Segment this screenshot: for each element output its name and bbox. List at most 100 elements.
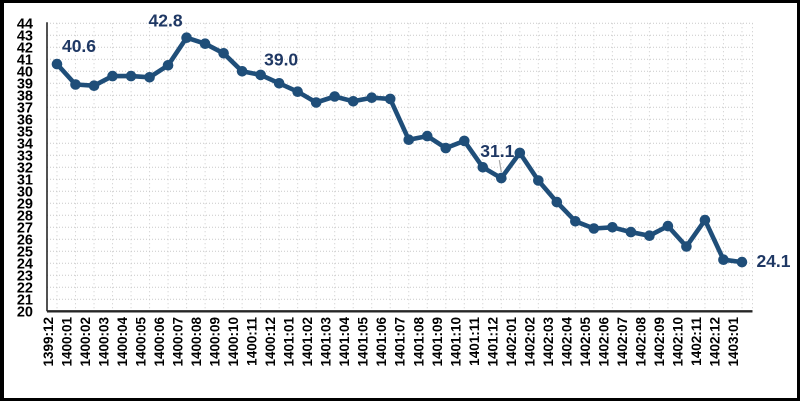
x-axis-tick-label: 1402:10 xyxy=(670,317,685,367)
data-point-marker xyxy=(144,72,155,83)
x-axis-tick-label: 1403:01 xyxy=(726,317,741,367)
data-label-leader-line xyxy=(498,160,502,173)
data-point-marker xyxy=(440,142,452,154)
x-axis-tick-label: 1400:01 xyxy=(60,317,75,367)
data-point-marker xyxy=(347,96,359,107)
data-point-marker xyxy=(292,86,303,97)
x-axis-tick-label: 1402:05 xyxy=(578,317,593,367)
x-axis-tick-label: 1402:02 xyxy=(522,317,537,367)
y-axis-tick-label: 40 xyxy=(17,64,33,80)
y-axis-tick-label: 27 xyxy=(17,220,33,236)
y-axis-tick-label: 34 xyxy=(17,136,33,152)
data-label: 39.0 xyxy=(264,49,298,69)
x-axis-tick-label: 1400:03 xyxy=(97,317,112,367)
x-axis-tick-label: 1400:07 xyxy=(171,317,186,367)
x-axis-tick-label: 1401:02 xyxy=(300,317,315,367)
y-axis-tick-label: 25 xyxy=(17,244,33,260)
data-point-marker xyxy=(51,58,63,70)
x-axis-tick-label: 1401:08 xyxy=(411,317,426,367)
y-axis-tick-label: 29 xyxy=(17,196,33,212)
line-chart-svg: 4443424140393837363534333231302928272625… xyxy=(17,11,791,367)
x-axis-tick-label: 1401:01 xyxy=(282,317,297,367)
y-axis-tick-label: 24 xyxy=(17,256,33,272)
y-axis-tick-label: 23 xyxy=(17,268,33,284)
x-axis-tick-label: 1402:07 xyxy=(615,317,630,367)
data-point-marker xyxy=(162,60,174,71)
y-axis-tick-label: 41 xyxy=(17,52,33,68)
y-axis-tick-label: 32 xyxy=(17,160,33,176)
x-axis-tick-label: 1402:04 xyxy=(559,317,574,367)
y-axis-tick-label: 31 xyxy=(17,172,33,188)
data-point-marker xyxy=(403,134,415,145)
x-axis-tick-label: 1401:11 xyxy=(467,317,482,366)
data-point-marker xyxy=(496,172,507,184)
x-axis-tick-label: 1401:04 xyxy=(337,317,352,367)
x-axis-tick-label: 1402:08 xyxy=(633,317,648,367)
y-axis-tick-label: 43 xyxy=(17,28,33,44)
x-axis-tick-label: 1401:06 xyxy=(374,317,389,367)
data-point-marker xyxy=(514,147,526,159)
x-axis-tick-label: 1400:04 xyxy=(115,317,130,367)
x-axis-tick-label: 1401:10 xyxy=(448,317,463,367)
data-point-marker xyxy=(607,222,618,233)
data-point-marker xyxy=(477,162,489,173)
data-point-marker xyxy=(236,66,248,77)
x-axis-tick-label: 1402:09 xyxy=(652,317,667,367)
x-axis-tick-label: 1401:05 xyxy=(356,317,371,367)
x-axis-tick-label: 1402:01 xyxy=(504,317,519,367)
y-axis-tick-label: 42 xyxy=(17,40,33,56)
y-axis-tick-label: 30 xyxy=(17,184,33,200)
x-axis-tick-label: 1402:03 xyxy=(541,317,556,367)
y-axis-tick-label: 21 xyxy=(17,292,33,308)
y-axis-tick-label: 38 xyxy=(17,88,33,104)
data-point-marker xyxy=(125,70,137,82)
x-axis-tick-label: 1400:09 xyxy=(208,317,223,367)
y-axis-tick-label: 28 xyxy=(17,208,33,224)
data-point-marker xyxy=(625,226,637,238)
y-axis-tick-label: 39 xyxy=(17,76,33,92)
x-axis-tick-label: 1400:11 xyxy=(245,317,260,366)
data-point-marker xyxy=(570,216,581,227)
x-axis-tick-label: 1400:02 xyxy=(78,317,93,367)
x-axis-tick-label: 1400:05 xyxy=(134,317,149,367)
x-axis-tick-label: 1400:12 xyxy=(263,317,278,367)
y-axis-tick-label: 33 xyxy=(17,148,33,164)
x-axis-tick-label: 1402:11 xyxy=(689,317,704,366)
data-point-marker xyxy=(329,91,340,102)
data-point-marker xyxy=(199,38,211,49)
y-axis-tick-label: 36 xyxy=(17,112,33,128)
data-point-marker xyxy=(70,79,81,90)
data-point-marker xyxy=(699,214,711,226)
data-point-marker xyxy=(107,70,118,82)
x-axis-tick-label: 1401:03 xyxy=(319,317,334,367)
data-point-marker xyxy=(421,130,433,142)
data-point-marker xyxy=(181,32,192,43)
x-axis-tick-label: 1400:06 xyxy=(152,317,167,367)
x-axis-tick-label: 1401:09 xyxy=(430,317,445,367)
data-label: 40.6 xyxy=(62,36,96,56)
data-point-marker xyxy=(218,48,229,59)
y-axis-tick-label: 44 xyxy=(17,16,33,32)
x-axis-tick-label: 1402:06 xyxy=(596,317,611,367)
data-point-marker xyxy=(384,93,396,105)
data-point-marker xyxy=(551,196,563,208)
y-axis-tick-label: 37 xyxy=(17,100,33,116)
y-axis-tick-label: 26 xyxy=(17,232,33,248)
y-axis-tick-label: 35 xyxy=(17,124,33,140)
data-point-marker xyxy=(366,92,378,103)
data-point-marker xyxy=(273,78,285,89)
x-axis-tick-label: 1401:07 xyxy=(393,317,408,367)
x-axis-tick-label: 1401:12 xyxy=(485,317,500,367)
data-point-marker xyxy=(681,241,692,252)
data-label: 24.1 xyxy=(756,251,790,271)
data-point-marker xyxy=(718,254,729,265)
data-point-marker xyxy=(310,97,322,108)
data-label: 31.1 xyxy=(480,141,514,161)
x-axis-tick-label: 1400:08 xyxy=(189,317,204,367)
x-axis-tick-label: 1402:12 xyxy=(707,317,722,367)
data-point-marker xyxy=(736,256,748,268)
y-axis-tick-label: 20 xyxy=(17,304,33,320)
data-label: 42.8 xyxy=(149,11,183,31)
x-axis-tick-label: 1399:12 xyxy=(41,317,56,367)
